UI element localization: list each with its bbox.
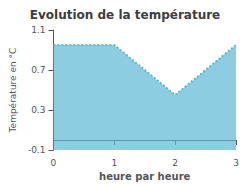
svg-text:Evolution de la température: Evolution de la température [30, 8, 221, 22]
svg-text:0.3: 0.3 [31, 105, 45, 115]
svg-text:3: 3 [233, 158, 239, 168]
svg-text:2: 2 [172, 158, 178, 168]
svg-text:Température en °C: Température en °C [8, 48, 18, 134]
svg-text:0: 0 [51, 158, 57, 168]
svg-text:0.7: 0.7 [31, 65, 45, 75]
svg-text:-0.1: -0.1 [28, 145, 46, 155]
svg-text:heure par heure: heure par heure [99, 171, 190, 182]
svg-text:1.1: 1.1 [31, 25, 45, 35]
svg-text:1: 1 [111, 158, 117, 168]
